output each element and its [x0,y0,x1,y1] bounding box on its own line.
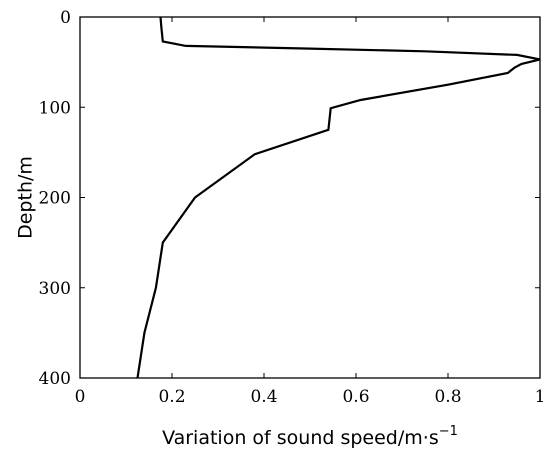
y-tick-label: 400 [39,369,71,389]
x-tick-label: 0.4 [250,387,277,407]
y-tick-label: 100 [39,98,71,118]
x-tick-label: 0 [75,387,86,407]
series-line-0 [136,16,541,379]
axes-box [79,16,541,379]
x-tick-label: 0.6 [342,387,369,407]
x-tick-label: 0.2 [158,387,185,407]
y-axis-title: Depth/m [15,156,37,239]
y-tick-label: 300 [39,279,71,299]
x-axis-title-superscript: −1 [439,424,458,439]
x-axis-title-main: Variation of sound speed/m·s [162,427,439,449]
x-tick-label: 0.8 [434,387,461,407]
plot-area [136,16,541,379]
x-axis-title: Variation of sound speed/m·s−1 [162,424,458,449]
axes: 0 0.2 0.4 0.6 0.8 1 0 100 200 300 400 [39,8,546,407]
y-tick-label: 200 [39,189,71,209]
y-tick-label: 0 [60,8,71,28]
x-tick-label: 1 [535,387,546,407]
